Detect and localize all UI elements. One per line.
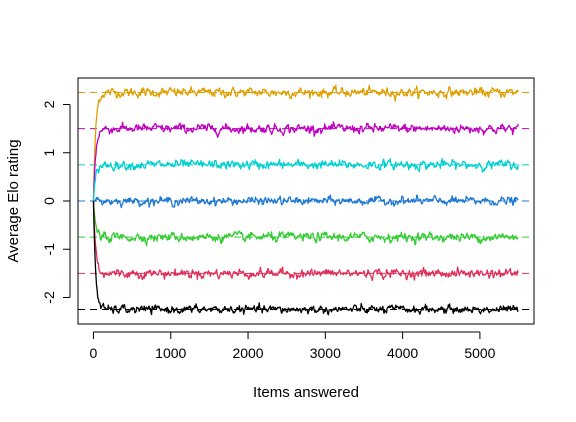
series-line-1 xyxy=(92,121,519,202)
series-line-3 xyxy=(93,194,519,209)
x-tick-label: 1000 xyxy=(155,345,186,361)
x-tick-label: 3000 xyxy=(310,345,341,361)
y-tick-label: -2 xyxy=(41,291,57,304)
series-line-2 xyxy=(92,157,519,202)
x-tick-label: 2000 xyxy=(232,345,263,361)
y-tick-label: 2 xyxy=(41,100,57,108)
y-tick-label: 1 xyxy=(41,149,57,157)
x-tick-label: 5000 xyxy=(464,345,495,361)
x-axis: 0 1000 2000 3000 4000 5000 xyxy=(90,331,496,361)
y-axis: -2 -1 0 1 2 xyxy=(41,100,71,304)
series-line-5 xyxy=(92,200,519,282)
x-tick-label: 0 xyxy=(90,345,98,361)
x-axis-label: Items answered xyxy=(253,384,359,401)
y-tick-label: 0 xyxy=(41,197,57,205)
plot-frame xyxy=(77,77,535,325)
x-tick-label: 4000 xyxy=(387,345,418,361)
series-line-6 xyxy=(92,201,519,316)
series-line-4 xyxy=(92,200,519,247)
y-tick-label: -1 xyxy=(41,243,57,256)
series-lines xyxy=(92,84,519,316)
series-line-0 xyxy=(92,84,519,202)
y-axis-label: Average Elo rating xyxy=(5,139,22,262)
